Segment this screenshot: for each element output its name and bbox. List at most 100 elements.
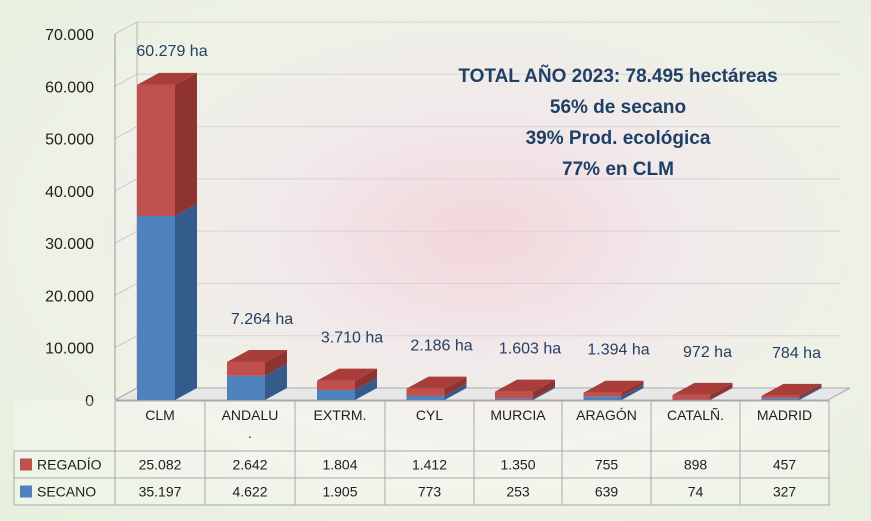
bar-regadio-front — [672, 394, 711, 400]
bar-regadio-front — [317, 380, 355, 391]
bar-regadio-top — [317, 368, 377, 381]
bar-regadio-side — [175, 72, 197, 216]
bar-regadio-front — [761, 395, 800, 399]
y-tick-label: 10.000 — [45, 341, 94, 358]
y-tick-label: 70.000 — [45, 27, 94, 44]
bar-regadio-side — [621, 380, 644, 397]
bar-regadio-top — [761, 383, 822, 396]
total-label: 784 ha — [772, 345, 821, 362]
y-tick-label: 40.000 — [45, 184, 94, 201]
bar-secano-front — [495, 398, 533, 400]
total-label: 1.394 ha — [587, 342, 649, 359]
gridline-diag — [114, 126, 138, 140]
table-cell: 1.905 — [322, 484, 357, 500]
bar-secano-front — [227, 375, 265, 400]
legend-label-secano: SECANO — [37, 484, 96, 500]
legend-key-secano — [20, 485, 32, 498]
table-cell: 1.350 — [500, 457, 535, 473]
bar-regadio-side — [355, 368, 377, 391]
bar-regadio-side — [265, 350, 287, 376]
y-tick-label: 50.000 — [45, 132, 94, 149]
bar-secano-front — [406, 395, 445, 400]
table-cell: 74 — [688, 484, 704, 500]
annotation-line: 56% de secano — [550, 97, 686, 118]
y-tick-label: 60.000 — [45, 79, 94, 96]
table-cell: 25.082 — [139, 457, 182, 473]
bar-secano-side — [355, 378, 377, 400]
bar-regadio-top — [406, 376, 467, 389]
total-label: 1.603 ha — [499, 341, 561, 358]
table-cell: 1.412 — [412, 457, 447, 473]
y-tick-label: 20.000 — [45, 288, 94, 305]
bar-secano-side — [710, 387, 733, 400]
category-label: MADRID — [757, 407, 812, 423]
table-cell: 327 — [773, 484, 797, 500]
bar-secano-front — [583, 396, 622, 400]
table-cell: 1.804 — [322, 457, 357, 473]
gridline-diag — [114, 282, 138, 296]
annotation-line: 77% en CLM — [562, 159, 674, 180]
bar-regadio-front — [583, 392, 622, 397]
bar-secano-side — [799, 386, 822, 400]
table-cell: 773 — [418, 484, 442, 500]
bar-regadio-top — [495, 379, 555, 392]
data-table-bg — [14, 401, 830, 505]
total-label: 60.279 ha — [136, 43, 207, 60]
bar-regadio-top — [227, 350, 287, 363]
bar-secano-side — [621, 384, 644, 400]
table-cell: 755 — [595, 457, 619, 473]
bar-secano-side — [175, 203, 197, 400]
annotation-line: 39% Prod. ecológica — [526, 128, 711, 149]
bar-regadio-side — [444, 376, 467, 396]
bar-secano-side — [265, 363, 287, 400]
table-cell: 639 — [595, 484, 619, 500]
table-cell: 35.197 — [139, 484, 182, 500]
category-label: MURCIA — [490, 407, 546, 423]
y-tick-label: 30.000 — [45, 236, 94, 253]
annotation-line: TOTAL AÑO 2023: 78.495 hectáreas — [458, 65, 777, 87]
gridline-diag — [114, 21, 138, 35]
category-label: EXTRM. — [314, 407, 367, 423]
gridline-diag — [114, 178, 138, 192]
table-cell: 898 — [684, 457, 708, 473]
bar-regadio-front — [227, 362, 265, 376]
bar-secano-front — [137, 215, 175, 400]
gridline-diag — [114, 230, 138, 244]
category-label: ANDALU — [222, 407, 279, 423]
bar-secano-front — [672, 399, 711, 401]
bar-secano-side — [533, 386, 555, 400]
table-cell: 4.622 — [232, 484, 267, 500]
bar-regadio-side — [799, 383, 822, 399]
gridline-diag — [114, 335, 138, 349]
category-label: CATALÑ. — [667, 407, 724, 423]
category-label: ARAGÓN — [576, 407, 637, 423]
bar-regadio-front — [406, 388, 445, 396]
category-label: CYL — [416, 407, 443, 423]
table-cell: 253 — [506, 484, 530, 500]
bar-regadio-front — [137, 84, 175, 216]
bar-secano-front — [761, 398, 800, 400]
bar-regadio-top — [583, 380, 644, 393]
bar-regadio-top — [137, 72, 197, 85]
bar-regadio-side — [533, 379, 555, 399]
bar-regadio-top — [672, 382, 733, 395]
category-label: . — [248, 425, 252, 441]
category-label: CLM — [145, 407, 175, 423]
total-label: 2.186 ha — [410, 338, 472, 355]
total-label: 3.710 ha — [321, 330, 383, 347]
chart-floor — [114, 387, 851, 401]
bar-regadio-front — [495, 391, 533, 399]
bar-regadio-side — [710, 382, 733, 400]
table-cell: 457 — [773, 457, 797, 473]
legend-key-regadio — [20, 458, 32, 471]
total-label: 972 ha — [683, 344, 732, 361]
legend-label-regadio: REGADÍO — [37, 457, 102, 473]
total-label: 7.264 ha — [231, 311, 293, 328]
y-tick-label: 0 — [85, 393, 94, 410]
gridline-diag — [114, 73, 138, 87]
bar-secano-front — [317, 390, 355, 400]
bar-secano-side — [444, 383, 467, 400]
table-cell: 2.642 — [232, 457, 267, 473]
